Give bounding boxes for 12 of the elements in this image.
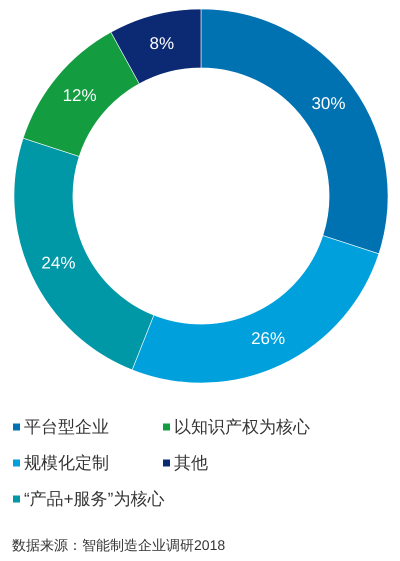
data-label: 30%: [311, 94, 346, 113]
data-label: 24%: [41, 254, 76, 273]
data-label: 26%: [251, 329, 286, 348]
data-label: 12%: [62, 86, 97, 106]
legend-item: 以知识产权为核心: [163, 418, 310, 436]
legend-label: 其他: [174, 454, 208, 472]
legend-item: “产品+服务”为核心: [13, 490, 164, 508]
data-label: 8%: [150, 34, 174, 53]
annotation: 数据来源：智能制造企业调研2018: [12, 537, 226, 553]
legend-item: 平台型企业: [13, 418, 109, 436]
legend-item: 其他: [163, 454, 208, 472]
legend-item: 规模化定制: [13, 454, 109, 472]
